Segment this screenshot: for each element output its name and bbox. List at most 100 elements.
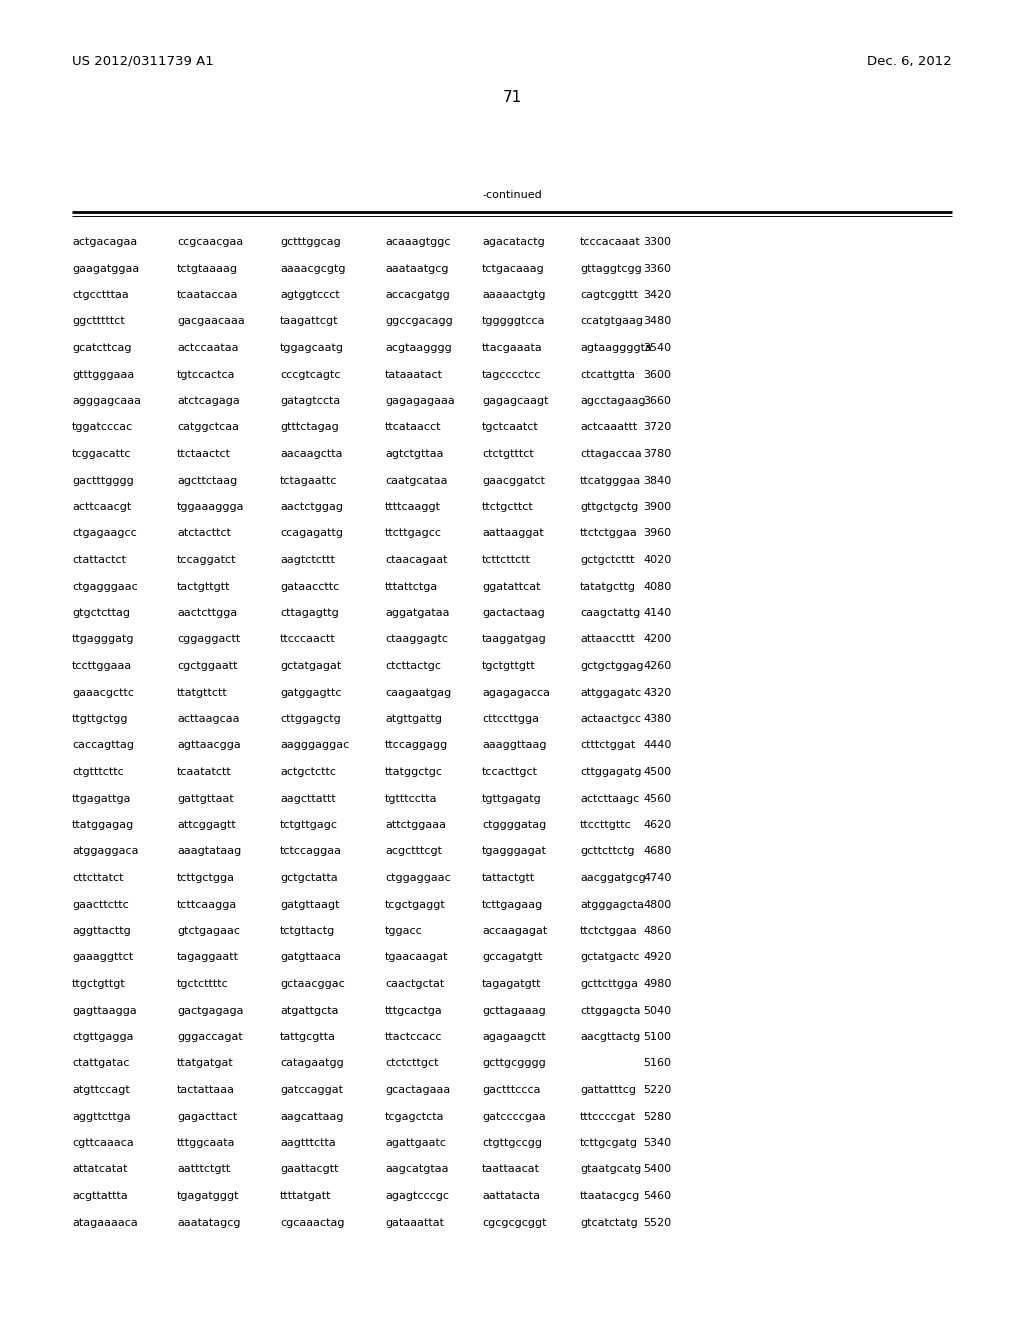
Text: tcttgcgatg: tcttgcgatg [580,1138,638,1148]
Text: agtaaggggta: agtaaggggta [580,343,652,352]
Text: agggagcaaa: agggagcaaa [72,396,141,407]
Text: gcttagaaag: gcttagaaag [482,1006,546,1015]
Text: ttgctgttgt: ttgctgttgt [72,979,126,989]
Text: ttttcaaggt: ttttcaaggt [385,502,441,512]
Text: 4320: 4320 [643,688,672,697]
Text: ctgttgagga: ctgttgagga [72,1032,133,1041]
Text: tgtttcctta: tgtttcctta [385,793,437,804]
Text: tttggcaata: tttggcaata [177,1138,236,1148]
Text: tactattaaa: tactattaaa [177,1085,234,1096]
Text: atctacttct: atctacttct [177,528,231,539]
Text: taagattcgt: taagattcgt [280,317,339,326]
Text: gatagtccta: gatagtccta [280,396,340,407]
Text: 4560: 4560 [643,793,671,804]
Text: gttgctgctg: gttgctgctg [580,502,638,512]
Text: 4860: 4860 [643,927,672,936]
Text: 4920: 4920 [643,953,672,962]
Text: ttcataacct: ttcataacct [385,422,441,433]
Text: 3720: 3720 [643,422,672,433]
Text: 4440: 4440 [643,741,672,751]
Text: 4680: 4680 [643,846,672,857]
Text: tagaggaatt: tagaggaatt [177,953,239,962]
Text: ctgagggaac: ctgagggaac [72,582,138,591]
Text: aaaggttaag: aaaggttaag [482,741,547,751]
Text: tgaacaagat: tgaacaagat [385,953,449,962]
Text: cttggagctg: cttggagctg [280,714,341,723]
Text: ctcttactgc: ctcttactgc [385,661,441,671]
Text: gaacttcttc: gaacttcttc [72,899,129,909]
Text: cttcttatct: cttcttatct [72,873,124,883]
Text: gcactagaaa: gcactagaaa [385,1085,451,1096]
Text: caagaatgag: caagaatgag [385,688,452,697]
Text: gtcatctatg: gtcatctatg [580,1217,638,1228]
Text: 5520: 5520 [643,1217,671,1228]
Text: cagtcggttt: cagtcggttt [580,290,638,300]
Text: tctgacaaag: tctgacaaag [482,264,545,273]
Text: gacgaacaaa: gacgaacaaa [177,317,245,326]
Text: ttccttgttc: ttccttgttc [580,820,632,830]
Text: acttaagcaa: acttaagcaa [177,714,240,723]
Text: gatccccgaa: gatccccgaa [482,1111,546,1122]
Text: ttgagattga: ttgagattga [72,793,131,804]
Text: actcttaagc: actcttaagc [580,793,639,804]
Text: cttccttgga: cttccttgga [482,714,539,723]
Text: tccaggatct: tccaggatct [177,554,237,565]
Text: tccacttgct: tccacttgct [482,767,538,777]
Text: gactttccca: gactttccca [482,1085,541,1096]
Text: ctgagaagcc: ctgagaagcc [72,528,137,539]
Text: 4980: 4980 [643,979,672,989]
Text: gggaccagat: gggaccagat [177,1032,243,1041]
Text: cgttcaaaca: cgttcaaaca [72,1138,134,1148]
Text: ttacgaaata: ttacgaaata [482,343,543,352]
Text: tatatgcttg: tatatgcttg [580,582,636,591]
Text: ttatgatgat: ttatgatgat [177,1059,233,1068]
Text: gcttcttgga: gcttcttgga [580,979,638,989]
Text: tctgtaaaag: tctgtaaaag [177,264,238,273]
Text: gactactaag: gactactaag [482,609,545,618]
Text: 5220: 5220 [643,1085,672,1096]
Text: gaacggatct: gaacggatct [482,475,545,486]
Text: gcatcttcag: gcatcttcag [72,343,131,352]
Text: ttccaggagg: ttccaggagg [385,741,449,751]
Text: 4740: 4740 [643,873,672,883]
Text: gccagatgtt: gccagatgtt [482,953,543,962]
Text: gagagagaaa: gagagagaaa [385,396,455,407]
Text: 4020: 4020 [643,554,672,565]
Text: 4800: 4800 [643,899,672,909]
Text: ctggggatag: ctggggatag [482,820,546,830]
Text: tgtccactca: tgtccactca [177,370,236,380]
Text: gaaacgcttc: gaaacgcttc [72,688,134,697]
Text: taattaacat: taattaacat [482,1164,540,1175]
Text: tgctgttgtt: tgctgttgtt [482,661,536,671]
Text: actaactgcc: actaactgcc [580,714,641,723]
Text: gatccaggat: gatccaggat [280,1085,343,1096]
Text: tttgcactga: tttgcactga [385,1006,442,1015]
Text: ctttctggat: ctttctggat [580,741,635,751]
Text: tagagatgtt: tagagatgtt [482,979,542,989]
Text: gactttgggg: gactttgggg [72,475,134,486]
Text: tgctcaatct: tgctcaatct [482,422,539,433]
Text: agttaacgga: agttaacgga [177,741,241,751]
Text: ctgttgccgg: ctgttgccgg [482,1138,542,1148]
Text: US 2012/0311739 A1: US 2012/0311739 A1 [72,55,214,69]
Text: ctgtttcttc: ctgtttcttc [72,767,124,777]
Text: tctgttgagc: tctgttgagc [280,820,338,830]
Text: 3300: 3300 [643,238,671,247]
Text: agagaagctt: agagaagctt [482,1032,546,1041]
Text: tctgttactg: tctgttactg [280,927,335,936]
Text: ctattactct: ctattactct [72,554,126,565]
Text: gattatttcg: gattatttcg [580,1085,636,1096]
Text: tgttgagatg: tgttgagatg [482,793,542,804]
Text: 3660: 3660 [643,396,671,407]
Text: aatttctgtt: aatttctgtt [177,1164,230,1175]
Text: agacatactg: agacatactg [482,238,545,247]
Text: ctcattgtta: ctcattgtta [580,370,635,380]
Text: actgctcttc: actgctcttc [280,767,336,777]
Text: caagctattg: caagctattg [580,609,640,618]
Text: cgcaaactag: cgcaaactag [280,1217,344,1228]
Text: ttcatgggaa: ttcatgggaa [580,475,641,486]
Text: ttctctggaa: ttctctggaa [580,927,638,936]
Text: ggatattcat: ggatattcat [482,582,541,591]
Text: tcggacattc: tcggacattc [72,449,131,459]
Text: aagcattaag: aagcattaag [280,1111,343,1122]
